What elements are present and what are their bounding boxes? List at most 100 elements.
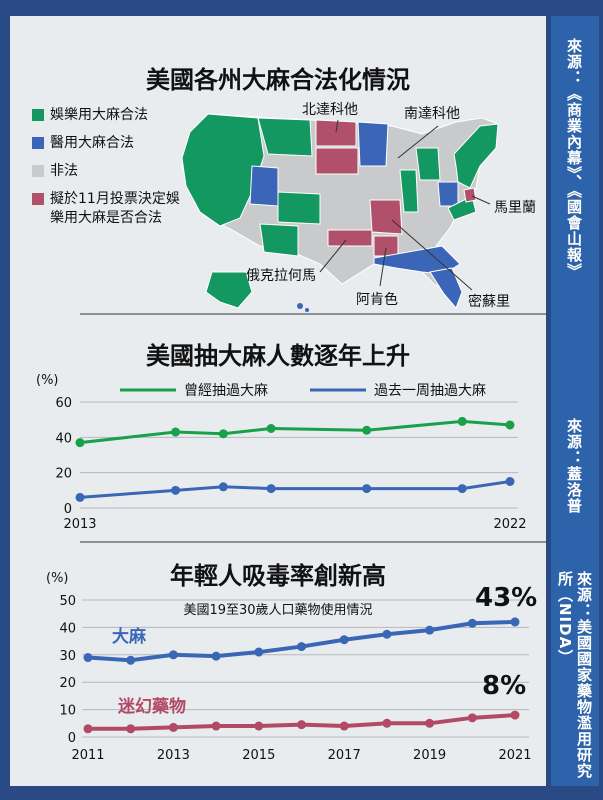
chart1-y-tick-label: 40 [55,431,72,446]
chart1-y-tick-label: 60 [55,396,72,411]
chart1-x-tick-label: 2013 [63,517,96,532]
florida-region [429,267,463,309]
chart1-data-point [171,485,181,495]
chart1-y-unit: (%) [36,373,59,388]
chart1-data-point [362,425,372,435]
ohio-region [437,181,459,207]
illinois-region [399,169,419,213]
chart2-data-point [425,718,435,728]
chart2-y-tick-label: 50 [59,594,76,609]
chart1-data-point [505,477,515,486]
source-chart2: 來源：美國國家藥物濫用研究所（NIDA） [556,571,593,779]
utah-region [249,165,279,207]
legend-label-medical: 醫用大麻合法 [50,135,134,151]
chart2-annotation-hallucinogens: 8% [482,671,526,701]
chart1-y-tick-label: 0 [64,502,72,517]
oklahoma-region [327,229,373,247]
missouri-region [369,199,403,235]
chart2-series-label-hallucinogens: 迷幻藥物 [117,696,186,717]
callout-line-south-dakota [397,125,439,159]
chart2-data-point [297,642,306,652]
arkansas-region [373,235,399,257]
hawaii-shape [297,303,303,309]
chart1-data-point [75,492,85,502]
chart2-y-tick-label: 0 [68,731,76,746]
chart2-data-point [83,653,93,663]
chart2-data-point [126,655,136,665]
chart1-data-point [266,484,276,494]
chart2-data-point [126,724,136,734]
callout-arkansas: 阿肯色 [356,291,398,308]
callout-south-dakota: 南達科他 [404,106,460,122]
legend-swatch-ballot [32,193,44,205]
chart2-data-point [297,720,306,730]
chart2-y-tick-label: 20 [59,676,76,691]
chart2-data-point [510,617,520,627]
chart1-data-point [457,484,467,494]
callout-line-maryland [471,195,491,205]
north-dakota-region [315,119,357,147]
chart1-title: 美國抽大麻人數逐年上升 [146,342,410,370]
chart1-legend-label: 過去一周抽過大麻 [374,383,486,399]
legend-item-illegal: 非法 [32,162,190,181]
chart2-data-point [425,625,435,635]
legend-label-illegal: 非法 [50,163,78,179]
legend-swatch-illegal [32,165,44,177]
chart1-series-line [79,419,511,445]
chart2-x-tick-label: 2015 [242,748,275,763]
chart2-data-point [339,721,349,731]
chart2-y-tick-label: 40 [59,621,76,636]
chart2-data-point [83,724,93,734]
legend-swatch-recreational [32,109,44,121]
legend-item-recreational: 娛樂用大麻合法 [32,106,190,125]
chart2-data-point [211,721,221,731]
chart1-data-point [218,482,228,492]
chart1-data-point [171,427,181,437]
chart1-x-tick-label: 2022 [493,517,526,532]
alaska-shape [205,271,253,309]
chart2-x-tick-label: 2019 [413,748,446,763]
chart1-data-point [505,420,515,430]
colorado-region [277,191,321,225]
callout-missouri: 密蘇里 [468,293,510,310]
montana-region [257,117,313,157]
virginia-region [447,195,477,221]
chart1-plot: (%) 0 20 40 60 2013 2022 曾經抽過大麻 過去一周抽過大麻 [36,373,527,532]
map-title: 美國各州大麻合法化情況 [146,66,410,94]
south-dakota-region [315,147,359,175]
map-legend: 娛樂用大麻合法 醫用大麻合法 非法 擬於11月投票決定娛樂用大麻是否合法 [32,106,190,237]
chart1-data-point [75,438,85,448]
chart2-data-point [168,722,178,732]
chart2-data-point [168,650,178,660]
chart2-title: 年輕人吸毒率創新高 [170,562,386,590]
chart1-y-tick-label: 20 [55,467,72,482]
legend-item-ballot: 擬於11月投票決定娛樂用大麻是否合法 [32,190,190,228]
chart2-y-tick-label: 30 [59,649,76,664]
minnesota-region [357,121,389,167]
maryland-region [463,187,477,203]
chart2-y-tick-label: 10 [59,704,76,719]
source-chart1: 來源：蓋洛普 [565,418,583,514]
callout-oklahoma: 俄克拉何馬 [246,268,316,284]
legend-swatch-medical [32,137,44,149]
source-map: 來源：《商業內幕》、《國會山報》 [565,38,583,279]
source-sidebar: 來源：《商業內幕》、《國會山報》 來源：蓋洛普 來源：美國國家藥物濫用研究所（N… [551,16,599,786]
callout-line-missouri [391,219,473,291]
michigan-region [415,147,441,181]
callout-line-north-dakota [335,119,339,133]
chart1-data-point [266,424,276,433]
chart2-x-tick-label: 2011 [71,748,104,763]
chart2-x-tick-label: 2021 [498,748,531,763]
legend-label-recreational: 娛樂用大麻合法 [50,107,148,123]
callout-line-oklahoma [319,239,347,273]
chart2-data-point [254,647,264,657]
chart2-data-point [467,618,477,628]
callout-line-arkansas [379,247,387,287]
chart2-data-point [467,713,477,723]
us-map: 北達科他 南達科他 馬里蘭 俄克拉何馬 阿肯色 密蘇里 [181,102,536,312]
chart2-data-point [510,710,520,720]
hawaii-shape-2 [305,308,309,312]
chart2-plot: (%) 美國19至30歲人口藥物使用情況 0 10 20 30 40 50 2011 2013 20… [46,571,537,763]
chart1-series-line [79,480,511,499]
